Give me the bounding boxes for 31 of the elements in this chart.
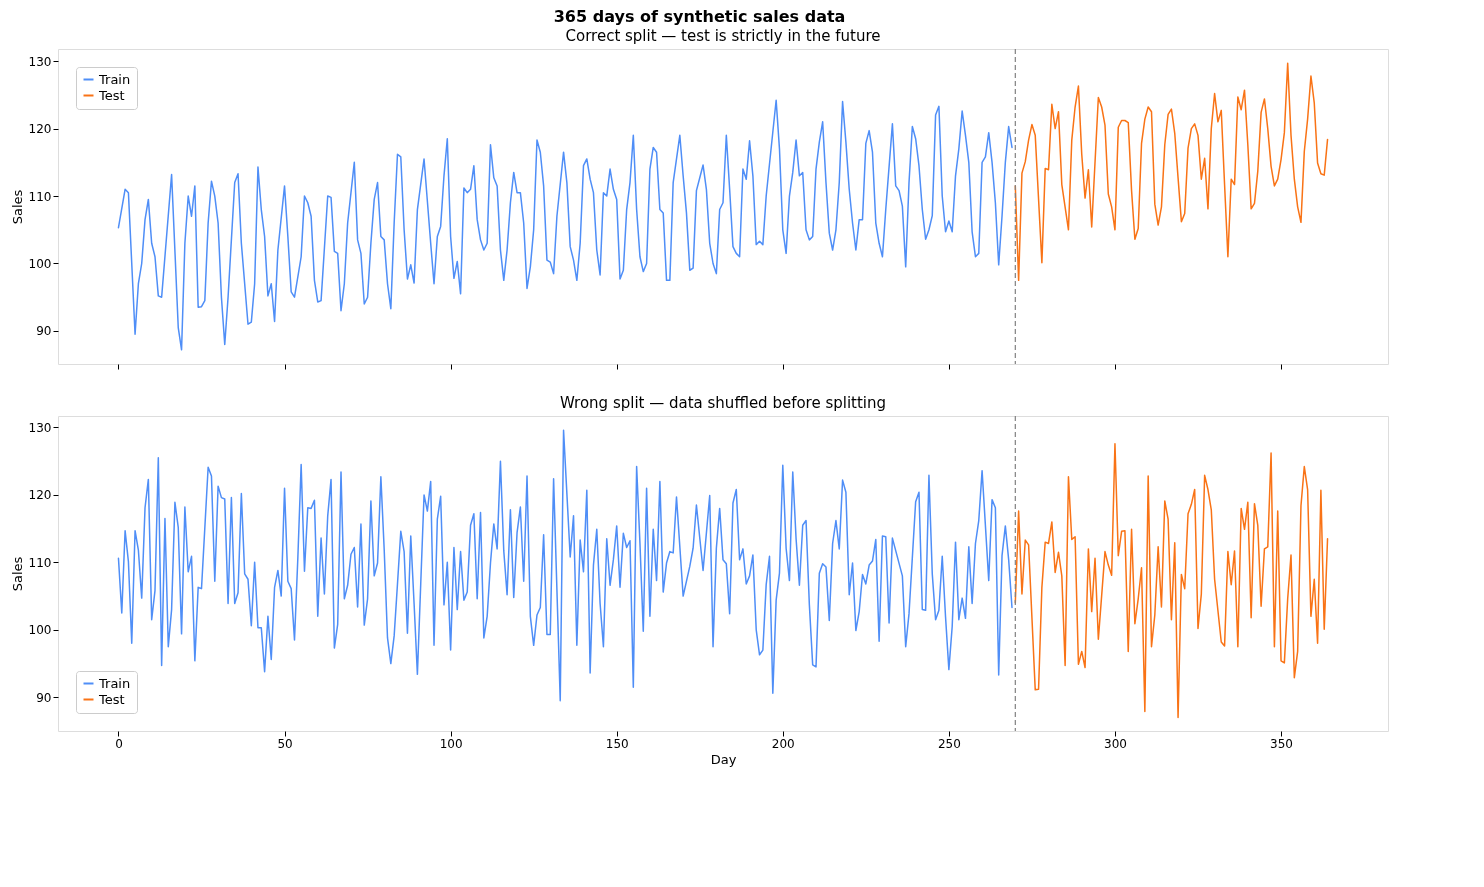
chart-title: 365 days of synthetic sales data bbox=[553, 6, 846, 26]
legend-label: Train bbox=[98, 675, 131, 691]
x-tick-label: 0 bbox=[115, 736, 123, 751]
legend-label: Test bbox=[98, 87, 125, 103]
line-series bbox=[1014, 442, 1329, 719]
x-tick-label: 100 bbox=[439, 736, 463, 751]
y-tick-label: 120 bbox=[28, 488, 52, 503]
x-tick-label: 300 bbox=[1104, 736, 1127, 751]
y-tick-label: 130 bbox=[28, 420, 52, 435]
y-tick-label: 120 bbox=[28, 122, 52, 137]
chart-subtitle: Correct split — test is strictly in the future bbox=[565, 27, 881, 46]
y-tick-label: 130 bbox=[28, 54, 52, 69]
y-tick-label: 100 bbox=[28, 623, 52, 638]
y-tick-label: 100 bbox=[28, 257, 52, 271]
line-series bbox=[117, 99, 1013, 351]
x-tick-label: 250 bbox=[937, 736, 961, 751]
y-tick-label: 110 bbox=[28, 189, 52, 204]
x-tick-label: 350 bbox=[1270, 736, 1293, 751]
x-tick-label: 150 bbox=[605, 736, 629, 751]
x-axis-title: Day bbox=[710, 751, 737, 767]
y-axis-title: Sales bbox=[9, 189, 25, 225]
y-tick-label: 90 bbox=[36, 324, 52, 339]
line-series bbox=[1014, 62, 1329, 282]
y-axis-title: Sales bbox=[9, 556, 25, 592]
legend-label: Train bbox=[98, 71, 131, 87]
y-tick-label: 90 bbox=[36, 690, 52, 705]
x-tick-label: 50 bbox=[277, 736, 293, 751]
x-tick-label: 200 bbox=[771, 736, 795, 751]
chart-title: Wrong split — data shuffled before splitting bbox=[559, 394, 887, 413]
legend-label: Test bbox=[98, 691, 125, 707]
y-tick-label: 110 bbox=[28, 555, 52, 570]
